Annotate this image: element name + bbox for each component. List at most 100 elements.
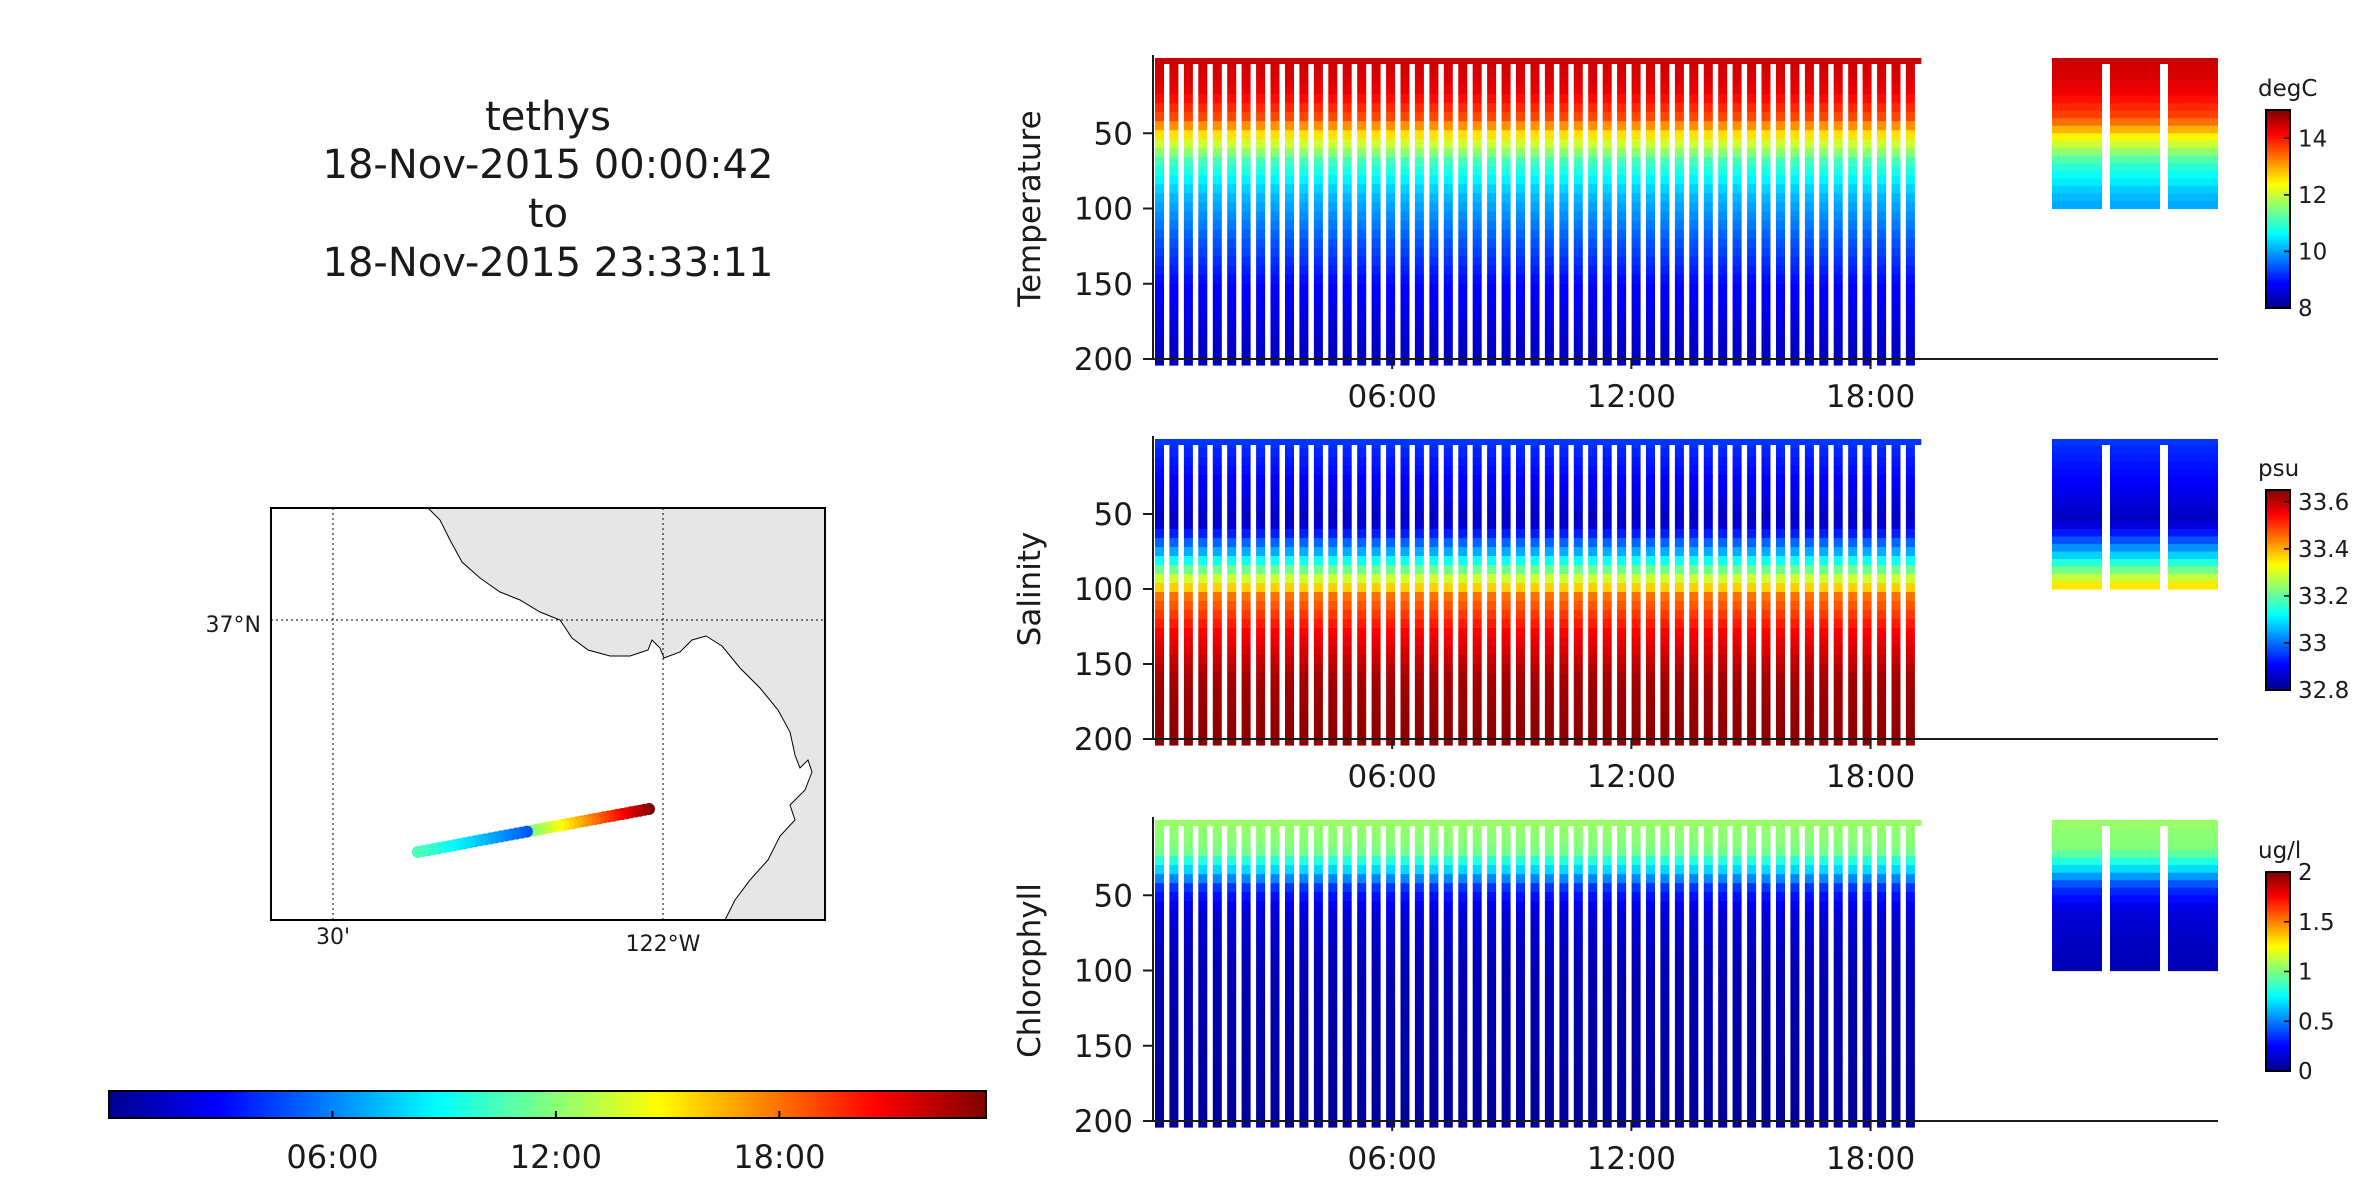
profile-cell [1328, 121, 1337, 131]
profile-cell [1502, 946, 1511, 956]
profile-cell [1516, 1019, 1525, 1029]
profile-cell [1863, 655, 1872, 665]
inset-cell [2110, 133, 2160, 141]
profile-cell [1386, 230, 1395, 240]
profile-cell [1256, 230, 1265, 240]
profile-cell [1256, 347, 1265, 357]
profile-cell [1285, 266, 1294, 276]
profile-cell [1632, 85, 1641, 95]
profile-cell [1271, 709, 1280, 719]
profile-cell [1299, 883, 1308, 893]
profile-cell [1357, 718, 1366, 728]
profile-cell [1343, 1055, 1352, 1065]
profile-cell [1444, 655, 1453, 665]
profile-cell [1516, 257, 1525, 267]
profile-cell [1545, 691, 1554, 701]
profile-cell [1906, 655, 1915, 665]
profile-cell [1487, 139, 1496, 149]
profile-cell [1444, 347, 1453, 357]
profile-cell [1184, 1091, 1193, 1101]
profile-cell [1502, 230, 1511, 240]
profile-cell [1646, 601, 1655, 611]
profile-cell [1516, 682, 1525, 692]
profile-cell [1892, 166, 1901, 176]
profile-cell [1155, 94, 1164, 104]
profile-cell [1877, 85, 1886, 95]
profile-cell [1299, 221, 1308, 231]
profile-cell [1588, 520, 1597, 530]
profile-cell [1487, 248, 1496, 258]
profile-cell [1863, 574, 1872, 584]
profile-cell [1198, 592, 1207, 602]
profile-cell [1256, 356, 1265, 366]
surface-turn [1559, 439, 1574, 445]
profile-cell [1906, 275, 1915, 285]
profile-cell [1689, 520, 1698, 530]
profile-cell [1285, 466, 1294, 476]
profile-cell [1545, 275, 1554, 285]
profile-cell [1531, 529, 1540, 539]
profile-cell [1790, 356, 1799, 366]
profile-cell [1314, 892, 1323, 902]
profile-cell [1588, 275, 1597, 285]
profile-cell [1762, 230, 1771, 240]
profile-cell [1473, 556, 1482, 566]
profile-cell [1588, 718, 1597, 728]
profile-cell [1198, 910, 1207, 920]
profile-cell [1169, 203, 1178, 213]
profile-cell [1429, 838, 1438, 848]
profile-cell [1429, 928, 1438, 938]
profile-cell [1328, 847, 1337, 857]
profile-cell [1502, 457, 1511, 467]
profile-cell [1588, 610, 1597, 620]
inset-cell [2052, 178, 2102, 186]
profile-cell [1343, 1019, 1352, 1029]
profile-cell [1343, 484, 1352, 494]
profile-cell [1473, 1100, 1482, 1110]
inset-cell [2168, 559, 2218, 567]
profile-cell [1184, 529, 1193, 539]
profile-cell [1169, 910, 1178, 920]
profile-cell [1328, 583, 1337, 593]
profile-cell [1545, 121, 1554, 131]
profile-cell [1819, 610, 1828, 620]
profile-cell [1169, 829, 1178, 839]
profile-cell [1762, 257, 1771, 267]
profile-cell [1689, 103, 1698, 113]
profile-cell [1588, 166, 1597, 176]
profile-cell [1401, 1046, 1410, 1056]
profile-cell [1169, 865, 1178, 875]
profile-cell [1285, 257, 1294, 267]
profile-cell [1531, 547, 1540, 557]
profile-cell [1603, 448, 1612, 458]
profile-cell [1415, 565, 1424, 575]
profile-cell [1169, 601, 1178, 611]
profile-cell [1906, 194, 1915, 204]
profile-cell [1531, 212, 1540, 222]
profile-cell [1184, 502, 1193, 512]
profile-cell [1256, 248, 1265, 258]
profile-cell [1299, 329, 1308, 339]
inset-cell [2052, 126, 2102, 134]
profile-cell [1531, 112, 1540, 122]
profile-cell [1256, 983, 1265, 993]
profile-cell [1227, 655, 1236, 665]
profile-cell [1559, 883, 1568, 893]
profile-cell [1299, 682, 1308, 692]
colorbar-unit: psu [2258, 456, 2299, 482]
profile-cell [1718, 184, 1727, 194]
profile-cell [1834, 275, 1843, 285]
inset-cell [2052, 201, 2102, 209]
profile-cell [1733, 130, 1742, 140]
profile-cell [1415, 511, 1424, 521]
profile-cell [1848, 700, 1857, 710]
profile-cell [1357, 655, 1366, 665]
profile-cell [1444, 529, 1453, 539]
profile-cell [1401, 520, 1410, 530]
profile-cell [1531, 619, 1540, 629]
profile-cell [1444, 610, 1453, 620]
profile-cell [1473, 610, 1482, 620]
profile-cell [1299, 565, 1308, 575]
profile-cell [1574, 874, 1583, 884]
inset-cell [2052, 484, 2102, 492]
